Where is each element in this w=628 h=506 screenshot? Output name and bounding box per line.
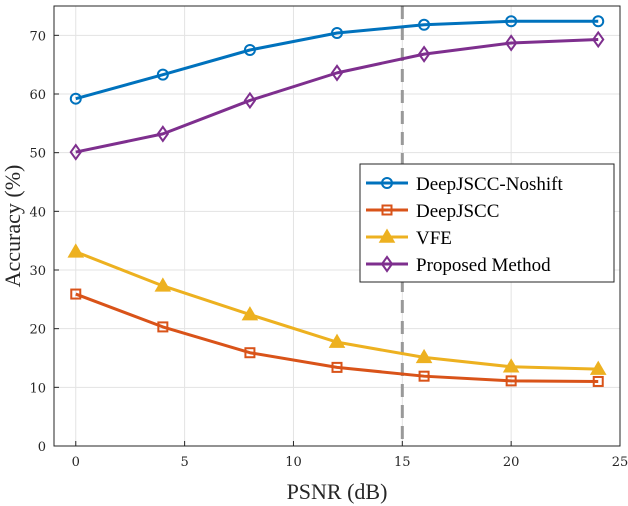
circle-marker	[592, 15, 605, 28]
series-line	[75, 37, 599, 154]
triangle-marker	[67, 243, 85, 258]
square-marker	[505, 375, 517, 387]
x-tick-label: 25	[612, 455, 628, 470]
series-deepjscc	[70, 288, 604, 387]
square-marker	[381, 204, 393, 216]
circle-marker	[381, 177, 393, 189]
circle-marker	[69, 92, 82, 105]
diamond-marker	[417, 45, 431, 63]
legend-entry: Proposed Method	[366, 255, 551, 276]
legend-entry: VFE	[366, 228, 452, 249]
axis-ticks: 0 5 10 15 20 25 0 10 20 30 40 50 60 70	[29, 29, 628, 470]
series-layer	[67, 15, 607, 387]
diamond-marker	[156, 125, 170, 143]
diamond-marker	[504, 34, 518, 52]
circle-marker	[243, 44, 256, 56]
legend-label: DeepJSCC-Noshift	[416, 174, 563, 195]
x-tick-label: 0	[72, 455, 80, 470]
x-tick-label: 10	[285, 455, 302, 470]
square-marker	[331, 361, 343, 373]
triangle-marker	[378, 228, 396, 243]
x-tick-label: 20	[503, 455, 520, 470]
diamond-marker	[592, 30, 605, 49]
legend-label: DeepJSCC	[416, 201, 499, 222]
legend-label: Proposed Method	[416, 255, 551, 276]
triangle-marker	[328, 333, 346, 348]
circle-marker	[156, 68, 169, 81]
x-axis-label: PSNR (dB)	[287, 479, 388, 504]
square-marker	[418, 370, 430, 382]
y-tick-label: 50	[29, 147, 46, 162]
plot-frame	[53, 5, 621, 447]
diamond-marker	[243, 91, 257, 110]
y-tick-label: 0	[38, 440, 46, 455]
circle-marker	[505, 15, 518, 28]
y-tick-label: 30	[29, 264, 46, 279]
triangle-marker	[241, 306, 259, 321]
legend: DeepJSCC-Noshift DeepJSCC VFE Proposed Meth…	[359, 163, 615, 283]
square-marker	[244, 347, 256, 359]
legend-entry: DeepJSCC	[366, 201, 499, 222]
legend-entry: DeepJSCC-Noshift	[366, 174, 563, 195]
y-tick-label: 10	[29, 381, 46, 396]
series-line	[75, 19, 599, 101]
series-proposed-method	[69, 30, 605, 161]
triangle-marker	[589, 360, 607, 375]
diamond-marker	[69, 143, 82, 161]
y-axis-label: Accuracy (%)	[0, 165, 25, 288]
triangle-marker	[502, 358, 520, 373]
triangle-marker	[415, 348, 433, 364]
square-marker	[157, 321, 169, 333]
circle-marker	[418, 18, 431, 31]
series-line	[75, 292, 599, 383]
x-tick-label: 15	[394, 455, 411, 470]
circle-marker	[331, 26, 343, 39]
y-tick-label: 40	[29, 205, 46, 220]
square-marker	[592, 375, 604, 387]
series-deepjscc-noshift	[69, 15, 605, 105]
triangle-marker	[154, 277, 172, 292]
y-tick-label: 20	[29, 323, 46, 338]
series-vfe	[67, 243, 607, 375]
y-tick-label: 70	[29, 29, 46, 44]
diamond-marker	[330, 64, 344, 82]
y-tick-label: 60	[29, 88, 46, 103]
square-marker	[70, 288, 82, 300]
diamond-marker	[380, 255, 394, 273]
legend-label: VFE	[416, 228, 452, 249]
x-tick-label: 5	[180, 455, 188, 470]
